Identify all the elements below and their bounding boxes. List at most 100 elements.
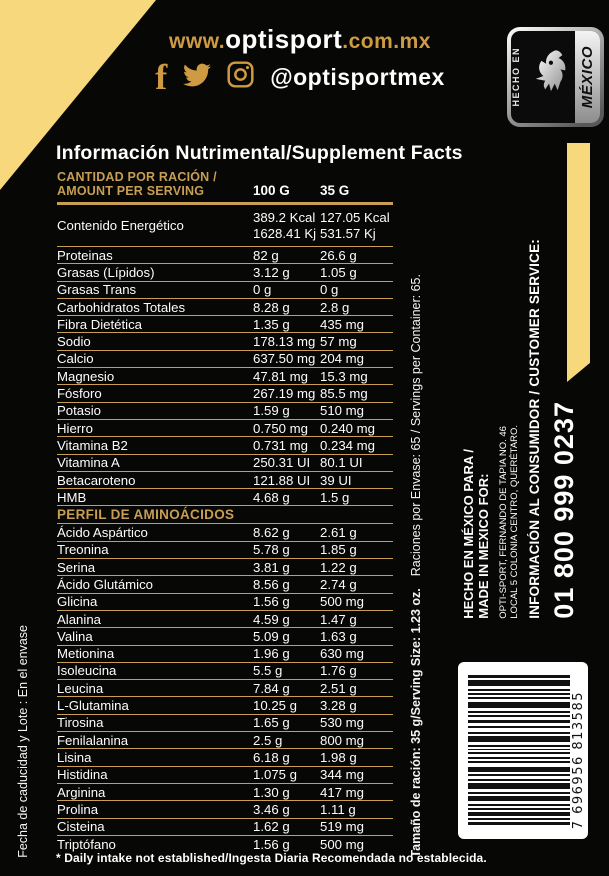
nutrient-name: Triptófano [57, 836, 116, 852]
value-per-35g: 85.5 mg [320, 386, 368, 402]
nutrient-name: Hierro [57, 420, 93, 436]
barcode-bar [468, 689, 570, 691]
nutrient-name: Calcio [57, 351, 94, 367]
barcode-bar [468, 761, 570, 763]
nutrient-name: Vitamina A [57, 455, 120, 471]
value-per-35g: 127.05 Kcal 531.57 Kj [320, 209, 390, 241]
barcode-bar [468, 804, 570, 806]
made-in-line1: HECHO EN MÉXICO PARA / [461, 449, 476, 619]
table-row: Potasio 1.59 g 510 mg [57, 403, 393, 420]
eagle-icon [524, 31, 575, 123]
nutrient-name: Contenido Energético [57, 218, 184, 233]
nutrient-name: Cisteina [57, 819, 105, 835]
value-per-35g: 204 mg [320, 351, 364, 367]
table-row: Treonina 5.78 g 1.85 g [57, 542, 393, 560]
value-per-100g: 250.31 UI [253, 455, 311, 471]
nutrient-name: Proteinas [57, 247, 113, 263]
value-per-35g: 344 mg [320, 767, 364, 783]
barcode-bar [468, 822, 570, 825]
value-per-100g: 5.09 g [253, 628, 290, 644]
instagram-icon [227, 61, 254, 93]
address-line2: LOCAL 5 COLONIA CENTRO, QUERÉTARO. [509, 425, 520, 619]
header-label-line2: AMOUNT PER SERVING [57, 184, 205, 198]
barcode-bar [468, 808, 570, 810]
footnote: * Daily intake not established/Ingesta D… [56, 851, 487, 865]
barcode-bar [468, 767, 570, 772]
table-row: Ácido Aspártico 8.62 g 2.61 g [57, 524, 393, 542]
table-row: Isoleucina 5.5 g 1.76 g [57, 663, 393, 681]
badge-mexico-label: MÉXICO [579, 45, 596, 109]
nutrient-name: Fenilalanina [57, 732, 129, 748]
value-per-100g: 178.13 mg [253, 334, 316, 350]
manufacturer-address: OPTI-SPORT, FERNANDO DE TAPIA NO. 46 LOC… [498, 425, 520, 619]
value-per-100g: 3.46 g [253, 801, 290, 817]
nutrient-name: Prolina [57, 801, 99, 817]
value-per-100g: 2.5 g [253, 732, 283, 748]
value-per-35g: 800 mg [320, 732, 364, 748]
value-per-100g: 8.56 g [253, 576, 290, 592]
social-row: f @optisportmex [90, 56, 510, 98]
table-row: Grasas Trans 0 g 0 g [57, 282, 393, 299]
nutrient-name: Metionina [57, 646, 115, 662]
serving-size-vertical-text: Tamaño de ración: 35 g/Serving Size: 1.2… [409, 274, 423, 858]
value-per-100g: 1.96 g [253, 646, 290, 662]
cream-accent-strip [567, 143, 590, 382]
table-row: Histidina 1.075 g 344 mg [57, 767, 393, 784]
value-per-100g: 6.18 g [253, 749, 290, 765]
page-title: Información Nutrimental/Supplement Facts [56, 142, 463, 164]
nutrient-name: Fibra Dietética [57, 316, 143, 332]
nutrient-name: Potasio [57, 403, 101, 419]
value-per-35g: 2.74 g [320, 576, 357, 592]
table-row: Fósforo 267.19 mg 85.5 mg [57, 385, 393, 403]
table-row: Proteinas 82 g 26.6 g [57, 247, 393, 265]
barcode-bar [468, 749, 570, 750]
barcode-bar [468, 796, 570, 801]
nutrient-name: Ácido Aspártico [57, 525, 148, 541]
table-row: HMB 4.68 g 1.5 g [57, 489, 393, 507]
nutrient-name: L-Glutamina [57, 698, 129, 714]
value-per-100g: 0 g [253, 282, 272, 298]
value-per-35g: 510 mg [320, 403, 364, 419]
barcode-bar [468, 680, 570, 686]
website-brand: optisport [225, 24, 343, 54]
value-per-100g: 1.35 g [253, 316, 290, 332]
servings-per-container: Raciones por Envase: 65 / Servings per C… [409, 274, 423, 577]
value-per-100g: 0.750 mg [253, 420, 308, 436]
value-per-35g: 15.3 mg [320, 368, 368, 384]
table-row: Cisteina 1.62 g 519 mg [57, 819, 393, 836]
website-suffix: .com.mx [342, 30, 431, 53]
barcode-bar [468, 812, 570, 816]
table-row: Vitamina A 250.31 UI 80.1 UI [57, 455, 393, 472]
table-row: Serina 3.81 g 1.22 g [57, 559, 393, 577]
value-per-100g: 4.59 g [253, 611, 290, 627]
value-per-100g: 3.81 g [253, 559, 290, 575]
serving-size-bold: Tamaño de ración: 35 g/Serving Size: 1.2… [409, 588, 423, 858]
value-per-35g: 1.63 g [320, 628, 357, 644]
value-per-100g: 47.81 mg [253, 368, 308, 384]
barcode-bar [468, 693, 570, 695]
nutrient-name: Carbohidratos Totales [57, 299, 186, 315]
value-per-35g: 1.22 g [320, 559, 357, 575]
barcode-bar [468, 697, 570, 699]
table-row: Arginina 1.30 g 417 mg [57, 784, 393, 802]
value-per-35g: 1.98 g [320, 749, 357, 765]
value-per-100g: 7.84 g [253, 680, 290, 696]
value-per-35g: 1.5 g [320, 489, 350, 505]
barcode-bar [468, 779, 570, 781]
value-per-100g: 1.65 g [253, 715, 290, 731]
value-per-35g: 435 mg [320, 316, 364, 332]
table-row: Sodio 178.13 mg 57 mg [57, 333, 393, 351]
value-per-100g: 5.78 g [253, 542, 290, 558]
value-per-35g: 39 UI [320, 472, 352, 488]
value-per-35g: 630 mg [320, 646, 364, 662]
table-row: Metionina 1.96 g 630 mg [57, 646, 393, 663]
right-info-block: HECHO EN MÉXICO PARA / MADE IN MEXICO FO… [461, 239, 580, 619]
nutrient-name: Valina [57, 628, 93, 644]
main-nutrient-rows: Contenido Energético 389.2 Kcal 1628.41 Kj… [57, 205, 393, 507]
table-row: Carbohidratos Totales 8.28 g 2.8 g [57, 299, 393, 317]
barcode-digits: 7 696956 813585 [571, 690, 586, 829]
nutrient-name: Histidina [57, 767, 108, 783]
amino-acid-rows: Ácido Aspártico 8.62 g 2.61 g Treonina 5.78 … [57, 524, 393, 853]
value-per-35g: 519 mg [320, 819, 364, 835]
table-row: Triptófano 1.56 g 500 mg [57, 836, 393, 853]
